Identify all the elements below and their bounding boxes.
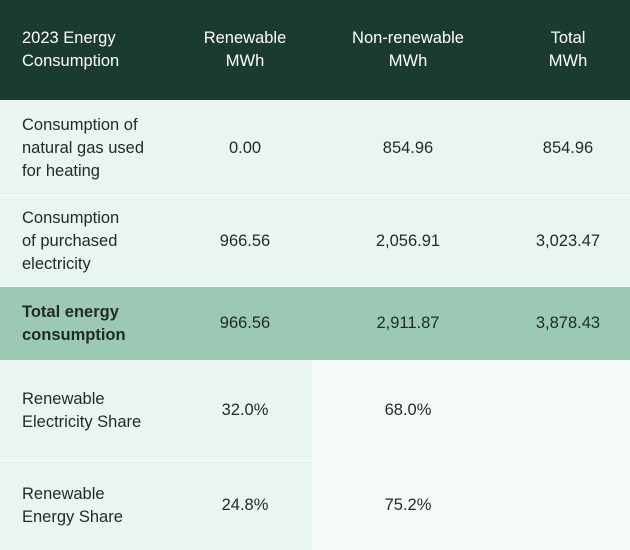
row-nonrenewable: 75.2% [384, 496, 432, 514]
row-label: Renewable Energy Share [22, 484, 123, 526]
row-nonrenewable: 2,056.91 [375, 232, 441, 250]
row-nonrenewable: 68.0% [384, 401, 432, 419]
empty-cell-background [312, 360, 630, 461]
table-row: Consumption of purchased electricity 966.5… [0, 196, 630, 287]
header-total: Total MWh [548, 29, 588, 70]
row-renewable: 32.0% [221, 401, 269, 419]
row-total: 3,023.47 [535, 232, 601, 250]
row-total: 3,878.43 [535, 314, 601, 332]
header-renewable: Renewable MWh [203, 29, 287, 70]
row-label: Renewable Electricity Share [22, 389, 142, 431]
empty-cell-background [312, 461, 630, 550]
row-renewable: 966.56 [219, 232, 271, 250]
row-nonrenewable: 2,911.87 [376, 314, 440, 332]
table-row: Renewable Electricity Share 32.0% 68.0% [0, 360, 630, 461]
table-row: Consumption of natural gas used for heatin… [0, 100, 630, 196]
row-nonrenewable: 854.96 [382, 138, 434, 157]
header-nonrenewable: Non-renewable MWh [352, 29, 464, 70]
row-label: Total energy consumption [22, 302, 126, 344]
header-label: 2023 Energy Consumption [22, 29, 120, 70]
table-row: Renewable Energy Share 24.8% 75.2% [0, 461, 630, 550]
row-total: 854.96 [542, 138, 594, 157]
row-label: Consumption of purchased electricity [22, 209, 120, 273]
row-divider [0, 460, 312, 461]
row-divider [0, 195, 630, 196]
row-renewable: 24.8% [221, 496, 269, 514]
row-label: Consumption of natural gas used for heatin… [22, 115, 145, 180]
table-header-row: 2023 Energy Consumption Renewable MWh Non-… [0, 0, 630, 100]
table-row-total: Total energy consumption 966.56 2,911.87 … [0, 287, 630, 360]
row-renewable: 0.00 [228, 138, 262, 157]
row-renewable: 966.56 [219, 314, 271, 332]
